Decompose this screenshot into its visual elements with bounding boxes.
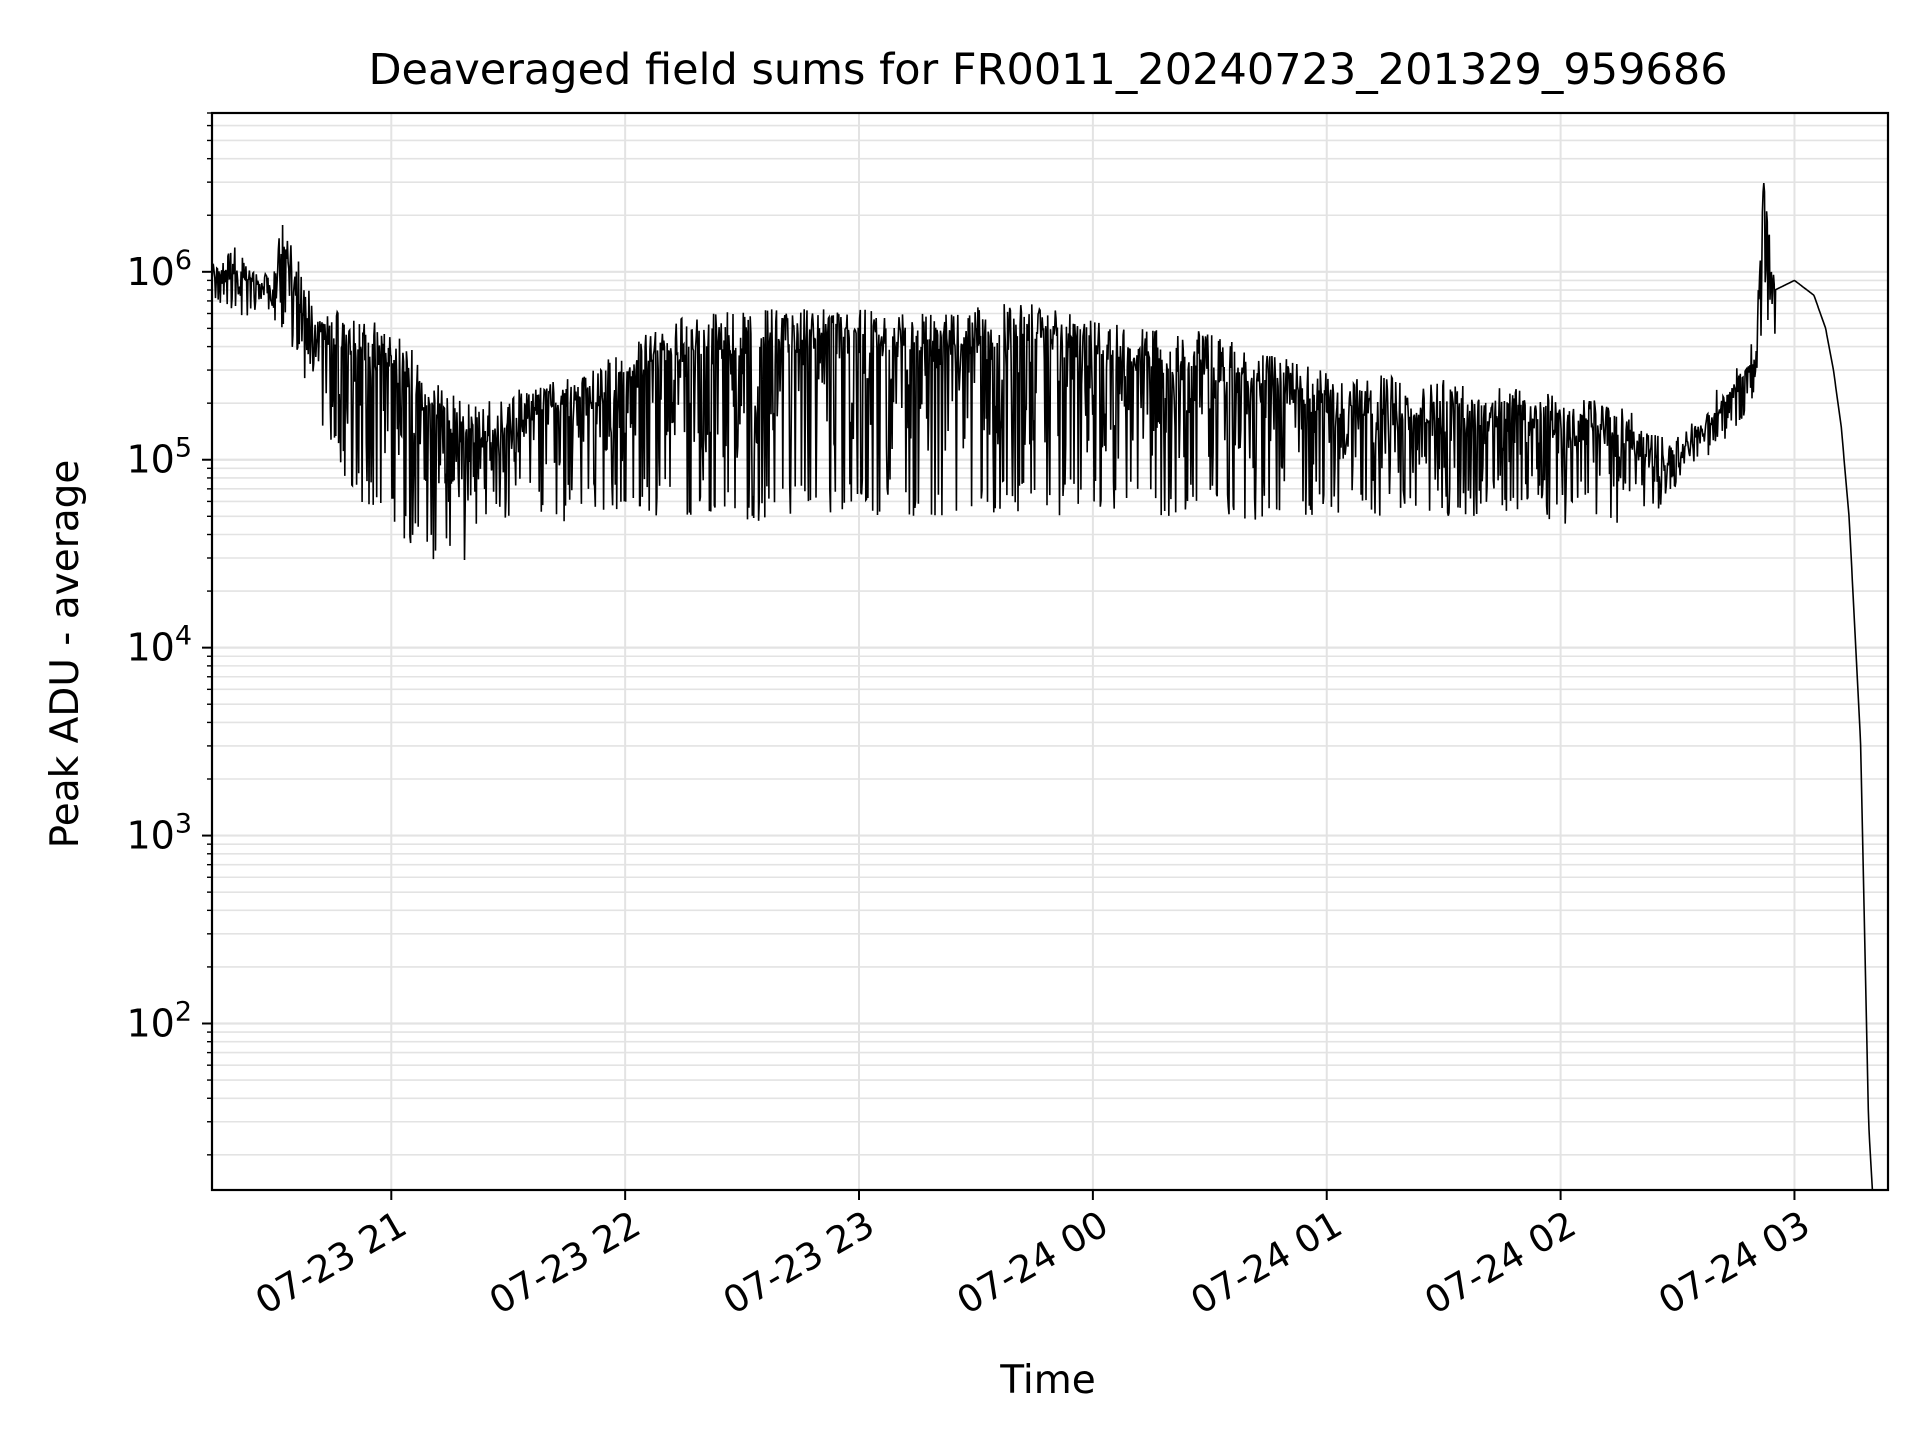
- x-tick-label: 07-24 01: [1184, 1203, 1350, 1323]
- plot-frame: [210, 111, 1890, 1192]
- y-tick-base: 10: [126, 438, 174, 482]
- y-tick-base: 10: [126, 1001, 174, 1045]
- x-tick-label: 07-23 22: [482, 1203, 648, 1323]
- y-tick-label: 105: [126, 433, 192, 482]
- series-line: [211, 183, 1874, 1191]
- x-tick-label: 07-24 03: [1651, 1203, 1817, 1323]
- y-axis-label: Peak ADU - average: [43, 460, 88, 849]
- y-tick-label: 102: [126, 996, 192, 1045]
- y-tick-base: 10: [126, 250, 174, 294]
- x-tick-label: 07-23 23: [716, 1203, 882, 1323]
- y-tick-base: 10: [126, 814, 174, 858]
- y-tick-exponent: 2: [175, 996, 192, 1027]
- y-tick-exponent: 5: [175, 433, 192, 464]
- x-tick-label: 07-24 00: [950, 1203, 1116, 1323]
- x-axis-label: Time: [999, 1358, 1095, 1403]
- y-tick-label: 104: [126, 621, 192, 670]
- grid: [212, 112, 1888, 1190]
- y-tick-label: 103: [126, 809, 192, 858]
- y-tick-base: 10: [126, 626, 174, 670]
- chart-title: Deaveraged field sums for FR0011_2024072…: [368, 45, 1727, 95]
- x-tick-label: 07-23 21: [248, 1203, 414, 1323]
- y-tick-exponent: 6: [175, 245, 192, 276]
- y-tick-exponent: 4: [175, 621, 192, 652]
- y-tick-label: 106: [126, 245, 192, 294]
- x-tick-label: 07-24 02: [1418, 1203, 1584, 1323]
- y-tick-exponent: 3: [175, 809, 192, 840]
